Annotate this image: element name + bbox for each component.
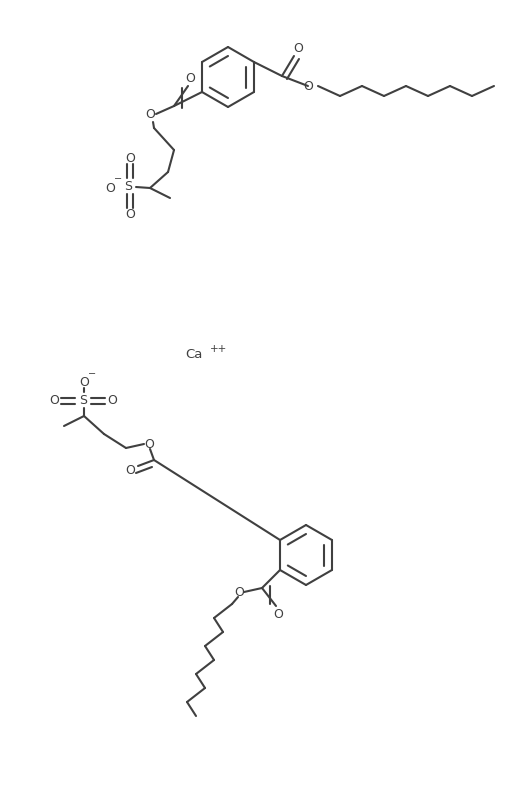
Text: O: O [293, 42, 303, 56]
Text: O: O [107, 395, 117, 407]
Text: O: O [303, 79, 313, 93]
Text: O: O [145, 108, 155, 122]
Text: O: O [125, 463, 135, 476]
Text: −: − [88, 369, 96, 379]
Text: O: O [234, 586, 244, 598]
Text: O: O [79, 375, 89, 389]
Text: O: O [49, 395, 59, 407]
Text: O: O [185, 72, 195, 86]
Text: O: O [105, 181, 115, 195]
Text: ++: ++ [210, 344, 227, 354]
Text: S: S [79, 393, 87, 407]
Text: O: O [125, 209, 135, 221]
Text: −: − [114, 174, 122, 184]
Text: O: O [125, 152, 135, 165]
Text: O: O [273, 608, 283, 620]
Text: S: S [124, 180, 132, 192]
Text: O: O [144, 437, 154, 451]
Text: Ca: Ca [185, 349, 203, 362]
